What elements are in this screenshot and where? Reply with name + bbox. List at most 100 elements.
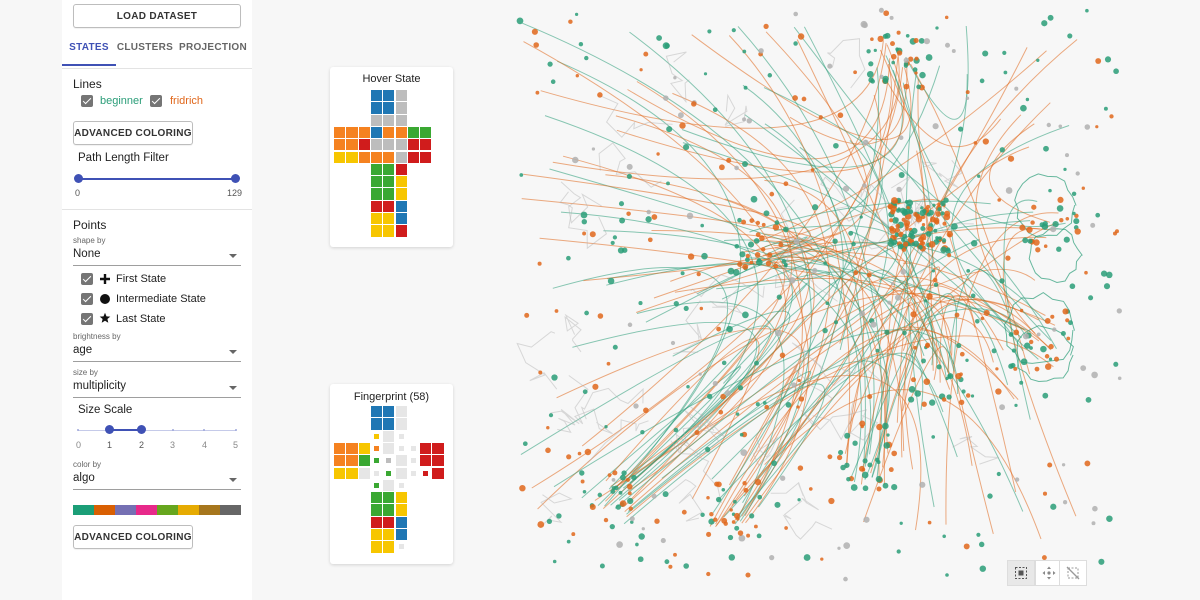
state-point[interactable] bbox=[609, 523, 615, 530]
state-point[interactable] bbox=[860, 20, 868, 28]
state-point[interactable] bbox=[604, 425, 608, 429]
state-point[interactable] bbox=[703, 72, 708, 76]
state-point[interactable] bbox=[683, 563, 690, 569]
state-point[interactable] bbox=[1098, 558, 1105, 565]
state-point[interactable] bbox=[731, 28, 736, 33]
path-length-min-handle[interactable] bbox=[74, 174, 83, 183]
state-point[interactable] bbox=[732, 269, 740, 276]
state-point[interactable] bbox=[774, 329, 782, 337]
state-point[interactable] bbox=[961, 389, 966, 394]
state-point[interactable] bbox=[721, 488, 726, 492]
state-point[interactable] bbox=[1050, 503, 1057, 510]
state-point[interactable] bbox=[673, 552, 677, 557]
state-point[interactable] bbox=[774, 220, 780, 225]
state-point[interactable] bbox=[1019, 224, 1026, 231]
state-point[interactable] bbox=[853, 270, 859, 276]
state-point[interactable] bbox=[979, 78, 985, 84]
state-point[interactable] bbox=[1040, 345, 1047, 353]
state-point[interactable] bbox=[516, 17, 524, 25]
state-point[interactable] bbox=[584, 448, 592, 456]
state-point[interactable] bbox=[1064, 153, 1070, 158]
state-point[interactable] bbox=[1026, 226, 1033, 233]
state-point[interactable] bbox=[619, 500, 627, 507]
state-point[interactable] bbox=[749, 513, 755, 519]
state-point[interactable] bbox=[793, 238, 800, 245]
size-scale-low-handle[interactable] bbox=[105, 425, 114, 434]
state-point[interactable] bbox=[712, 107, 718, 113]
no-select-button[interactable] bbox=[1059, 560, 1087, 586]
state-point[interactable] bbox=[897, 243, 904, 250]
state-point[interactable] bbox=[837, 112, 844, 119]
state-point[interactable] bbox=[914, 390, 921, 397]
state-point[interactable] bbox=[1022, 237, 1029, 244]
state-point[interactable] bbox=[566, 454, 572, 460]
state-point[interactable] bbox=[965, 96, 970, 101]
state-point[interactable] bbox=[754, 252, 761, 258]
state-point[interactable] bbox=[965, 393, 971, 398]
state-point[interactable] bbox=[858, 465, 865, 472]
state-point[interactable] bbox=[913, 38, 919, 44]
state-point[interactable] bbox=[771, 460, 777, 467]
state-point[interactable] bbox=[891, 450, 898, 457]
state-point[interactable] bbox=[728, 554, 736, 561]
state-point[interactable] bbox=[1056, 246, 1062, 252]
state-point[interactable] bbox=[1063, 167, 1067, 172]
state-point[interactable] bbox=[718, 409, 724, 415]
state-point[interactable] bbox=[882, 422, 889, 430]
state-point[interactable] bbox=[763, 23, 769, 30]
state-point[interactable] bbox=[1027, 238, 1033, 244]
state-point[interactable] bbox=[908, 396, 915, 403]
state-point[interactable] bbox=[1073, 218, 1080, 225]
state-point[interactable] bbox=[1008, 332, 1014, 337]
state-point[interactable] bbox=[635, 542, 639, 547]
state-point[interactable] bbox=[941, 397, 947, 402]
state-point[interactable] bbox=[1103, 106, 1108, 111]
state-point[interactable] bbox=[903, 83, 910, 90]
state-point[interactable] bbox=[584, 55, 589, 61]
state-point[interactable] bbox=[781, 259, 787, 265]
state-point[interactable] bbox=[533, 42, 539, 48]
state-point[interactable] bbox=[812, 267, 818, 274]
state-point[interactable] bbox=[823, 261, 827, 265]
shape-by-select[interactable]: None bbox=[73, 246, 241, 266]
state-point[interactable] bbox=[780, 475, 786, 481]
state-point[interactable] bbox=[1020, 104, 1027, 112]
state-point[interactable] bbox=[546, 518, 553, 525]
state-point[interactable] bbox=[1084, 270, 1088, 275]
state-point[interactable] bbox=[706, 571, 711, 577]
state-point[interactable] bbox=[1100, 270, 1108, 277]
state-point[interactable] bbox=[1115, 229, 1119, 234]
state-point[interactable] bbox=[803, 554, 811, 561]
state-point[interactable] bbox=[664, 559, 670, 565]
state-point[interactable] bbox=[838, 449, 844, 455]
state-point[interactable] bbox=[982, 50, 989, 57]
first-state-checkbox[interactable] bbox=[81, 273, 93, 285]
state-point[interactable] bbox=[936, 364, 942, 370]
state-point[interactable] bbox=[926, 293, 933, 300]
state-point[interactable] bbox=[1075, 171, 1080, 176]
state-point[interactable] bbox=[612, 344, 618, 350]
state-point[interactable] bbox=[899, 207, 907, 214]
state-point[interactable] bbox=[738, 534, 746, 542]
state-point[interactable] bbox=[894, 200, 898, 204]
state-point[interactable] bbox=[1091, 521, 1096, 526]
state-point[interactable] bbox=[792, 95, 798, 101]
state-point[interactable] bbox=[1047, 14, 1054, 21]
state-point[interactable] bbox=[1013, 329, 1020, 336]
state-point[interactable] bbox=[889, 15, 894, 20]
state-point[interactable] bbox=[977, 174, 981, 178]
state-point[interactable] bbox=[873, 48, 877, 53]
state-point[interactable] bbox=[603, 517, 609, 523]
state-point[interactable] bbox=[666, 181, 670, 186]
state-point[interactable] bbox=[1068, 320, 1073, 326]
state-point[interactable] bbox=[1116, 308, 1122, 314]
state-point[interactable] bbox=[923, 38, 931, 45]
state-point[interactable] bbox=[607, 473, 612, 477]
state-point[interactable] bbox=[769, 191, 775, 197]
state-point[interactable] bbox=[878, 7, 884, 13]
state-point[interactable] bbox=[906, 199, 914, 207]
state-point[interactable] bbox=[734, 512, 740, 519]
state-point[interactable] bbox=[683, 305, 689, 311]
state-point[interactable] bbox=[951, 223, 958, 230]
state-point[interactable] bbox=[886, 433, 890, 437]
